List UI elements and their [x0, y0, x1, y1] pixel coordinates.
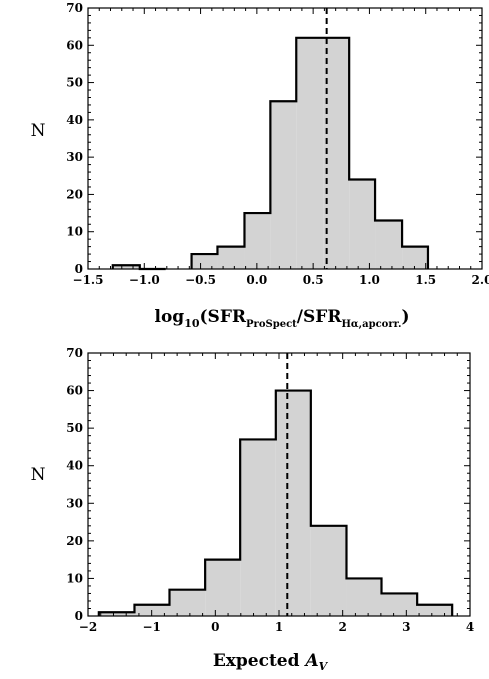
histogram-bar	[205, 559, 241, 616]
histogram-bar	[417, 604, 453, 616]
y-tick-label: 40	[66, 113, 83, 127]
histogram-bar	[270, 101, 297, 269]
y-tick-label: 60	[66, 384, 83, 398]
y-tick-label: 10	[66, 571, 83, 585]
x-tick-label: 1.0	[359, 273, 380, 287]
y-tick-label: 0	[75, 609, 83, 623]
top-histogram-panel: N log10(SFRProSpect/SFRHα,apcorr.) −1.5 −…	[31, 1, 489, 330]
histogram-bar	[217, 246, 245, 269]
x-tick-label: 0	[211, 620, 219, 634]
y-tick-label: 20	[66, 534, 83, 548]
y-tick-label: 70	[66, 346, 83, 360]
bottom-x-axis-label: Expected AV	[213, 651, 329, 673]
x-tick-label: 0.0	[246, 273, 267, 287]
histogram-bar	[191, 254, 218, 269]
y-tick-label: 70	[66, 1, 83, 15]
x-tick-label: −2	[79, 620, 97, 634]
plot-frame	[87, 7, 483, 270]
histogram-bar	[240, 439, 276, 616]
y-tick-label: 30	[66, 150, 83, 164]
x-tick-label: 3	[402, 620, 410, 634]
y-tick-label: 40	[66, 459, 83, 473]
x-tick-label: 2.0	[472, 273, 489, 287]
histogram-bar	[244, 213, 271, 269]
x-tick-label: 1	[275, 620, 283, 634]
histogram-bar	[98, 612, 135, 616]
top-y-axis-label: N	[31, 121, 46, 141]
x-tick-label: 4	[466, 620, 474, 634]
x-tick-label: −1	[142, 620, 160, 634]
y-tick-label: 50	[66, 421, 83, 435]
histogram-bar	[349, 179, 376, 269]
x-tick-label: −1.0	[129, 273, 160, 287]
x-tick-label: 1.5	[415, 273, 436, 287]
histogram-outline	[97, 389, 454, 616]
histogram-bar	[112, 265, 140, 269]
histogram-bar	[346, 578, 382, 616]
histogram-bar	[310, 525, 347, 616]
y-tick-label: 0	[75, 262, 83, 276]
histogram-bar	[402, 246, 428, 269]
histogram-bar	[381, 593, 418, 616]
y-tick-label: 60	[66, 38, 83, 52]
histogram-bar	[296, 37, 324, 270]
x-tick-label: −0.5	[185, 273, 216, 287]
top-x-axis-label: log10(SFRProSpect/SFRHα,apcorr.)	[155, 307, 410, 330]
histogram-bar	[375, 220, 403, 269]
y-tick-label: 50	[66, 76, 83, 90]
x-tick-label: −1.5	[73, 273, 104, 287]
histogram-bar	[275, 390, 311, 616]
y-tick-label: 20	[66, 187, 83, 201]
bottom-y-axis-label: N	[31, 465, 46, 485]
y-tick-label: 30	[66, 496, 83, 510]
histogram-bar	[169, 589, 206, 616]
x-tick-label: 2	[338, 620, 346, 634]
y-tick-label: 10	[66, 225, 83, 239]
x-tick-label: 0.5	[303, 273, 324, 287]
